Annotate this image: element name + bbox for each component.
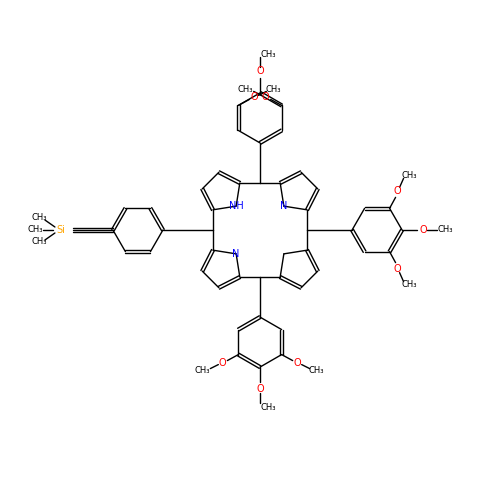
Text: CH₃: CH₃: [31, 238, 46, 246]
Text: CH₃: CH₃: [27, 226, 42, 234]
Text: Si: Si: [56, 225, 66, 235]
Text: O: O: [218, 358, 226, 368]
Text: O: O: [394, 264, 402, 274]
Text: CH₃: CH₃: [309, 366, 324, 375]
Text: O: O: [294, 358, 302, 368]
Text: O: O: [250, 92, 258, 102]
Text: O: O: [420, 225, 427, 235]
Text: CH₃: CH₃: [194, 366, 210, 375]
Text: CH₃: CH₃: [260, 402, 276, 411]
Text: O: O: [394, 186, 402, 196]
Text: O: O: [256, 384, 264, 394]
Text: CH₃: CH₃: [31, 214, 46, 222]
Text: N: N: [232, 249, 240, 259]
Text: N: N: [280, 201, 287, 211]
Text: CH₃: CH₃: [402, 171, 417, 180]
Text: O: O: [256, 66, 264, 76]
Text: CH₃: CH₃: [402, 280, 417, 289]
Text: CH₃: CH₃: [266, 85, 281, 94]
Text: O: O: [262, 92, 270, 102]
Text: NH: NH: [229, 201, 244, 211]
Text: CH₃: CH₃: [238, 85, 254, 94]
Text: CH₃: CH₃: [260, 50, 276, 59]
Text: CH₃: CH₃: [438, 226, 453, 234]
